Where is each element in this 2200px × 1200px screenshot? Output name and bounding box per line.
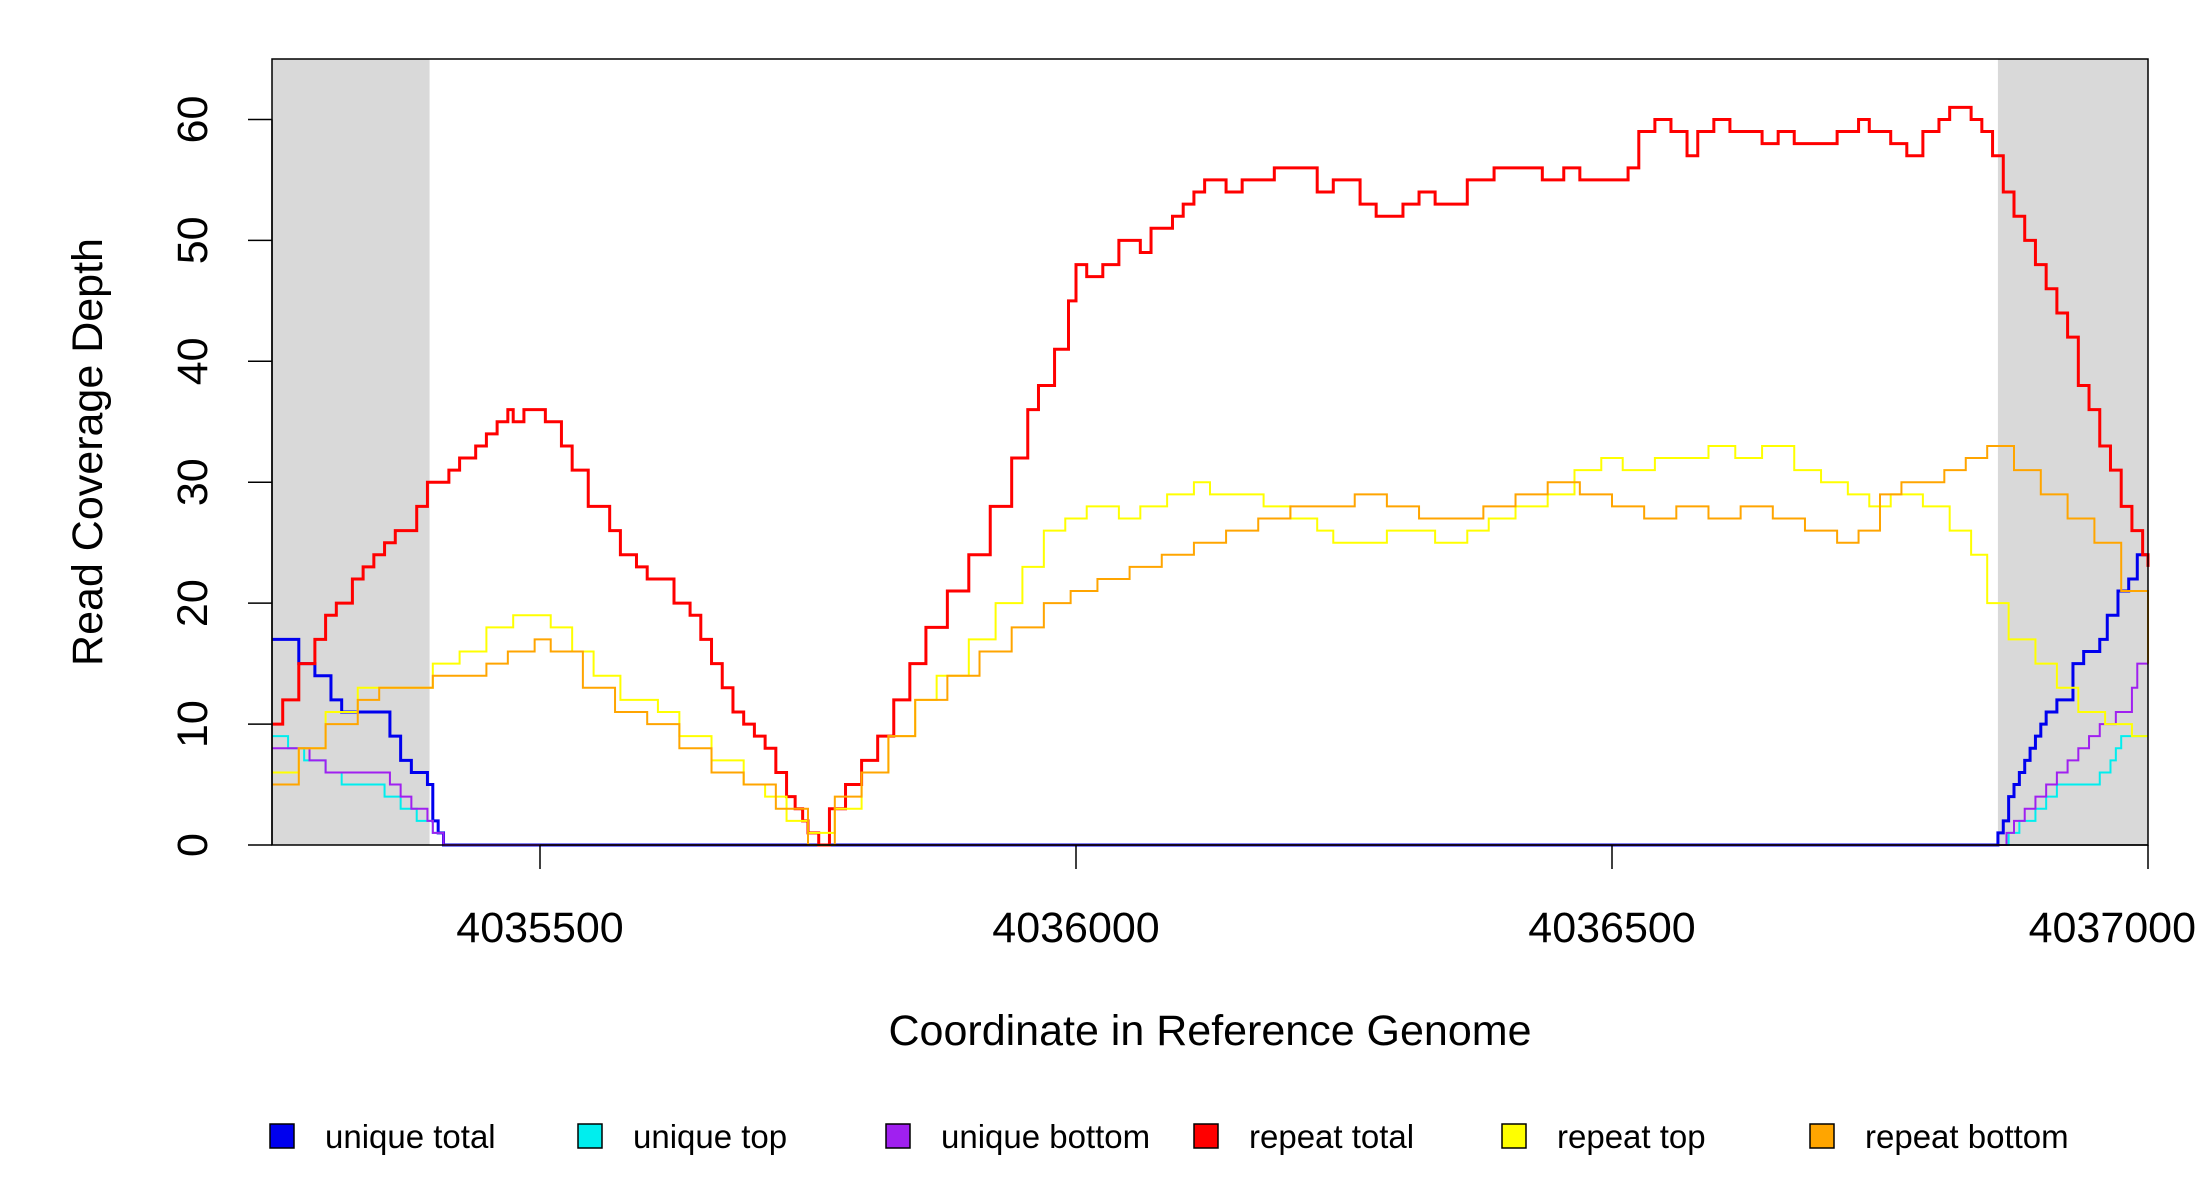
y-axis-title: Read Coverage Depth: [64, 238, 112, 666]
legend-item-repeat-bottom: repeat bottom: [1809, 1118, 2069, 1155]
legend-item-repeat-top: repeat top: [1501, 1118, 1706, 1155]
legend-item-unique-top: unique top: [577, 1118, 787, 1155]
legend-label: unique bottom: [941, 1118, 1150, 1155]
legend: unique total unique top unique bottom repea…: [269, 1118, 2069, 1155]
plot-area: [272, 59, 2150, 847]
axes: 0 10 20 30 40 50 60 4035500 4036000 4036500 403700…: [169, 58, 2196, 952]
legend-swatch: [1193, 1123, 1219, 1149]
legend-item-unique-total: unique total: [269, 1118, 496, 1155]
series-line-unique-top: [272, 735, 2148, 846]
legend-label: unique top: [633, 1118, 787, 1155]
y-tick-label: 50: [169, 216, 217, 264]
x-tick-label: 4035500: [456, 904, 623, 952]
legend-swatch: [577, 1123, 603, 1149]
legend-item-repeat-total: repeat total: [1193, 1118, 1414, 1155]
legend-swatch: [1809, 1123, 1835, 1149]
x-axis-title: Coordinate in Reference Genome: [889, 1007, 1532, 1055]
y-tick-label: 30: [169, 458, 217, 506]
series-line-repeat-top: [272, 444, 2148, 834]
x-tick-label: 4037000: [2029, 904, 2196, 952]
series-line-repeat-total: [272, 105, 2150, 847]
legend-label: repeat top: [1557, 1118, 1706, 1155]
x-tick-label: 4036000: [992, 904, 1159, 952]
legend-swatch: [885, 1123, 911, 1149]
y-tick-label: 40: [169, 337, 217, 385]
legend-label: unique total: [325, 1118, 496, 1155]
series-line-unique-total: [272, 553, 2148, 847]
x-tick-label: 4036500: [1528, 904, 1695, 952]
y-tick-label: 0: [169, 833, 217, 857]
legend-label: repeat total: [1249, 1118, 1414, 1155]
series-line-repeat-bottom: [272, 444, 2149, 846]
shaded-region-2: [1997, 59, 2148, 845]
legend-label: repeat bottom: [1865, 1118, 2069, 1155]
legend-item-unique-bottom: unique bottom: [885, 1118, 1150, 1155]
series-line-unique-bottom: [272, 662, 2148, 846]
y-tick-label: 20: [169, 579, 217, 627]
shaded-region-1: [272, 59, 430, 845]
legend-swatch: [269, 1123, 295, 1149]
y-tick-label: 60: [169, 96, 217, 144]
plot-border: [271, 58, 2149, 846]
legend-swatch: [1501, 1123, 1527, 1149]
y-tick-label: 10: [169, 700, 217, 748]
